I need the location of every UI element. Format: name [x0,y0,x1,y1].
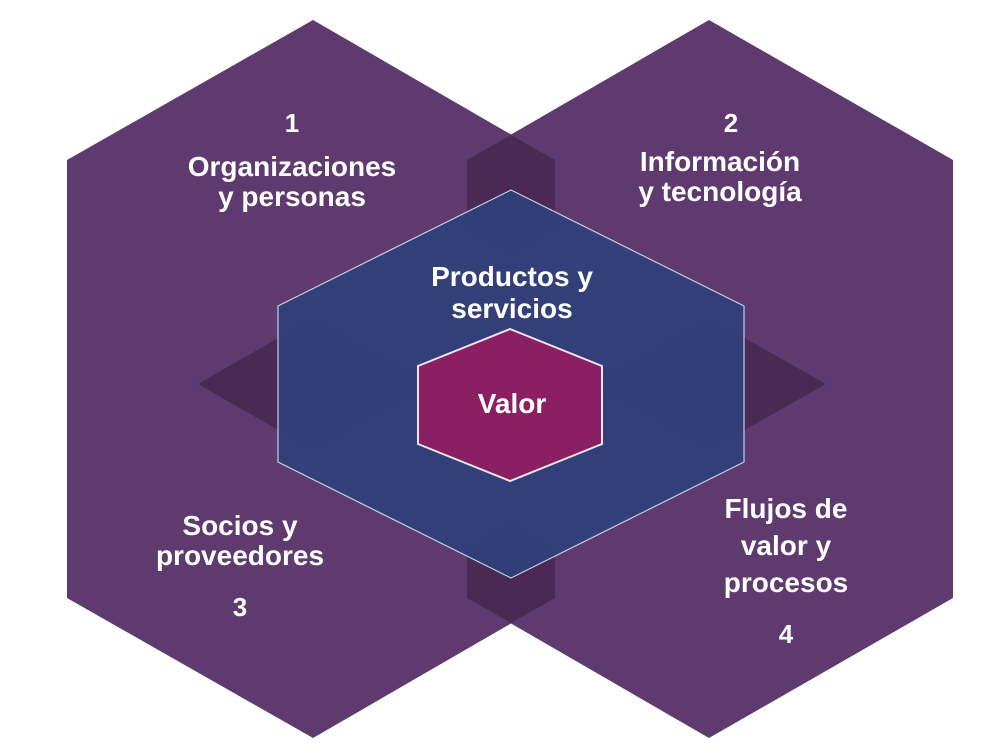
dimension-2-number: 2 [724,108,738,138]
dimension-1-label-line-1: Organizaciones [188,151,397,182]
dimension-3-label-line-1: Socios y [182,510,298,541]
dimension-2-label-line-2: y tecnología [638,176,802,207]
dimension-3-number: 3 [233,592,247,622]
dimension-4-label-line-1: Flujos de [725,493,848,524]
center-label-line-2: servicios [451,293,572,324]
center-label-line-1: Productos y [431,261,593,292]
dimension-2-label-line-1: Información [640,146,800,177]
dimension-3-label-line-2: proveedores [156,540,324,571]
dimension-4-label-line-3: procesos [724,567,849,598]
dimension-1-label-line-2: y personas [218,181,366,212]
core-label: Valor [478,388,547,419]
dimension-4-label-line-2: valor y [741,530,832,561]
hexagon-valor [417,327,603,483]
dimension-1-number: 1 [285,108,299,138]
dimension-4-number: 4 [779,619,794,649]
